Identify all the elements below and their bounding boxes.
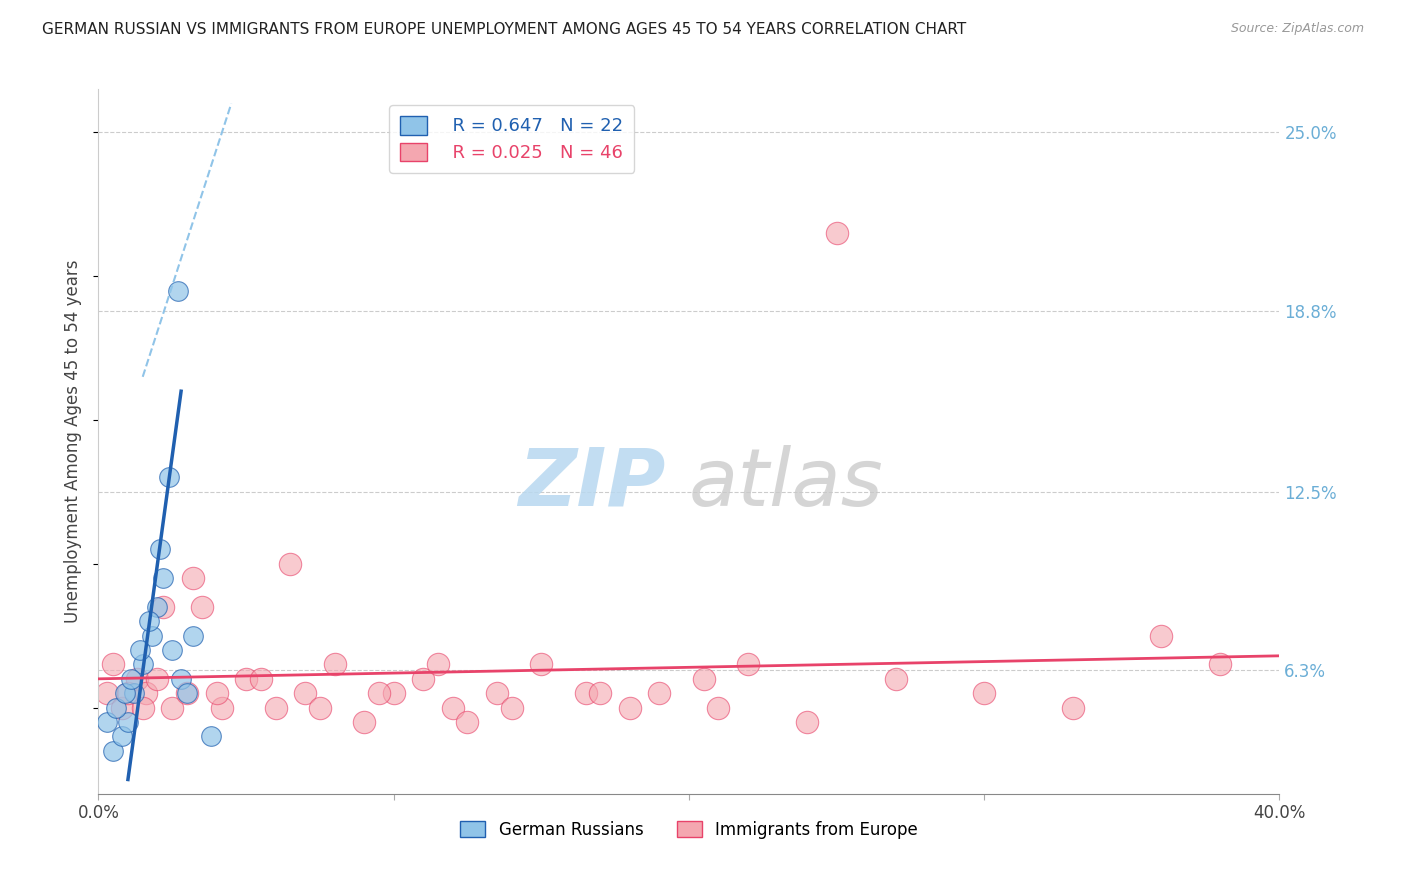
Point	[1209, 657, 1232, 672]
Point	[152, 571, 174, 585]
Point	[128, 643, 150, 657]
Point	[309, 700, 332, 714]
Point	[441, 700, 464, 714]
Point	[96, 686, 118, 700]
Point	[589, 686, 612, 700]
Point	[530, 657, 553, 672]
Point	[152, 599, 174, 614]
Point	[250, 672, 273, 686]
Point	[176, 686, 198, 700]
Point	[181, 571, 204, 585]
Point	[146, 672, 169, 686]
Point	[176, 686, 198, 700]
Point	[191, 599, 214, 614]
Point	[162, 643, 183, 657]
Point	[884, 672, 907, 686]
Point	[382, 686, 405, 700]
Point	[294, 686, 316, 700]
Point	[205, 686, 228, 700]
Point	[162, 700, 183, 714]
Point	[427, 657, 450, 672]
Point	[103, 657, 125, 672]
Text: ZIP: ZIP	[517, 445, 665, 523]
Point	[368, 686, 391, 700]
Point	[796, 714, 818, 729]
Point	[486, 686, 509, 700]
Point	[575, 686, 598, 700]
Point	[707, 700, 730, 714]
Point	[200, 730, 222, 744]
Point	[211, 700, 233, 714]
Point	[117, 686, 139, 700]
Point	[111, 730, 134, 744]
Text: Source: ZipAtlas.com: Source: ZipAtlas.com	[1230, 22, 1364, 36]
Point	[1150, 629, 1173, 643]
Point	[135, 686, 157, 700]
Point	[149, 542, 172, 557]
Point	[501, 700, 523, 714]
Point	[264, 700, 287, 714]
Point	[412, 672, 434, 686]
Point	[1062, 700, 1084, 714]
Point	[125, 672, 148, 686]
Point	[105, 700, 128, 714]
Point	[181, 629, 204, 643]
Point	[111, 700, 134, 714]
Point	[170, 672, 193, 686]
Point	[693, 672, 716, 686]
Point	[235, 672, 257, 686]
Point	[825, 226, 848, 240]
Point	[103, 744, 125, 758]
Point	[117, 714, 139, 729]
Point	[619, 700, 641, 714]
Point	[353, 714, 375, 729]
Point	[132, 657, 155, 672]
Legend: German Russians, Immigrants from Europe: German Russians, Immigrants from Europe	[454, 814, 924, 846]
Point	[146, 599, 169, 614]
Point	[122, 686, 145, 700]
Point	[973, 686, 995, 700]
Point	[737, 657, 759, 672]
Text: GERMAN RUSSIAN VS IMMIGRANTS FROM EUROPE UNEMPLOYMENT AMONG AGES 45 TO 54 YEARS : GERMAN RUSSIAN VS IMMIGRANTS FROM EUROPE…	[42, 22, 966, 37]
Point	[141, 629, 163, 643]
Point	[323, 657, 346, 672]
Point	[157, 470, 180, 484]
Point	[167, 284, 190, 298]
Text: atlas: atlas	[689, 445, 884, 523]
Y-axis label: Unemployment Among Ages 45 to 54 years: Unemployment Among Ages 45 to 54 years	[65, 260, 83, 624]
Point	[138, 615, 160, 629]
Point	[120, 672, 142, 686]
Point	[114, 686, 136, 700]
Point	[457, 714, 479, 729]
Point	[132, 700, 155, 714]
Point	[96, 714, 118, 729]
Point	[648, 686, 671, 700]
Point	[280, 557, 302, 571]
